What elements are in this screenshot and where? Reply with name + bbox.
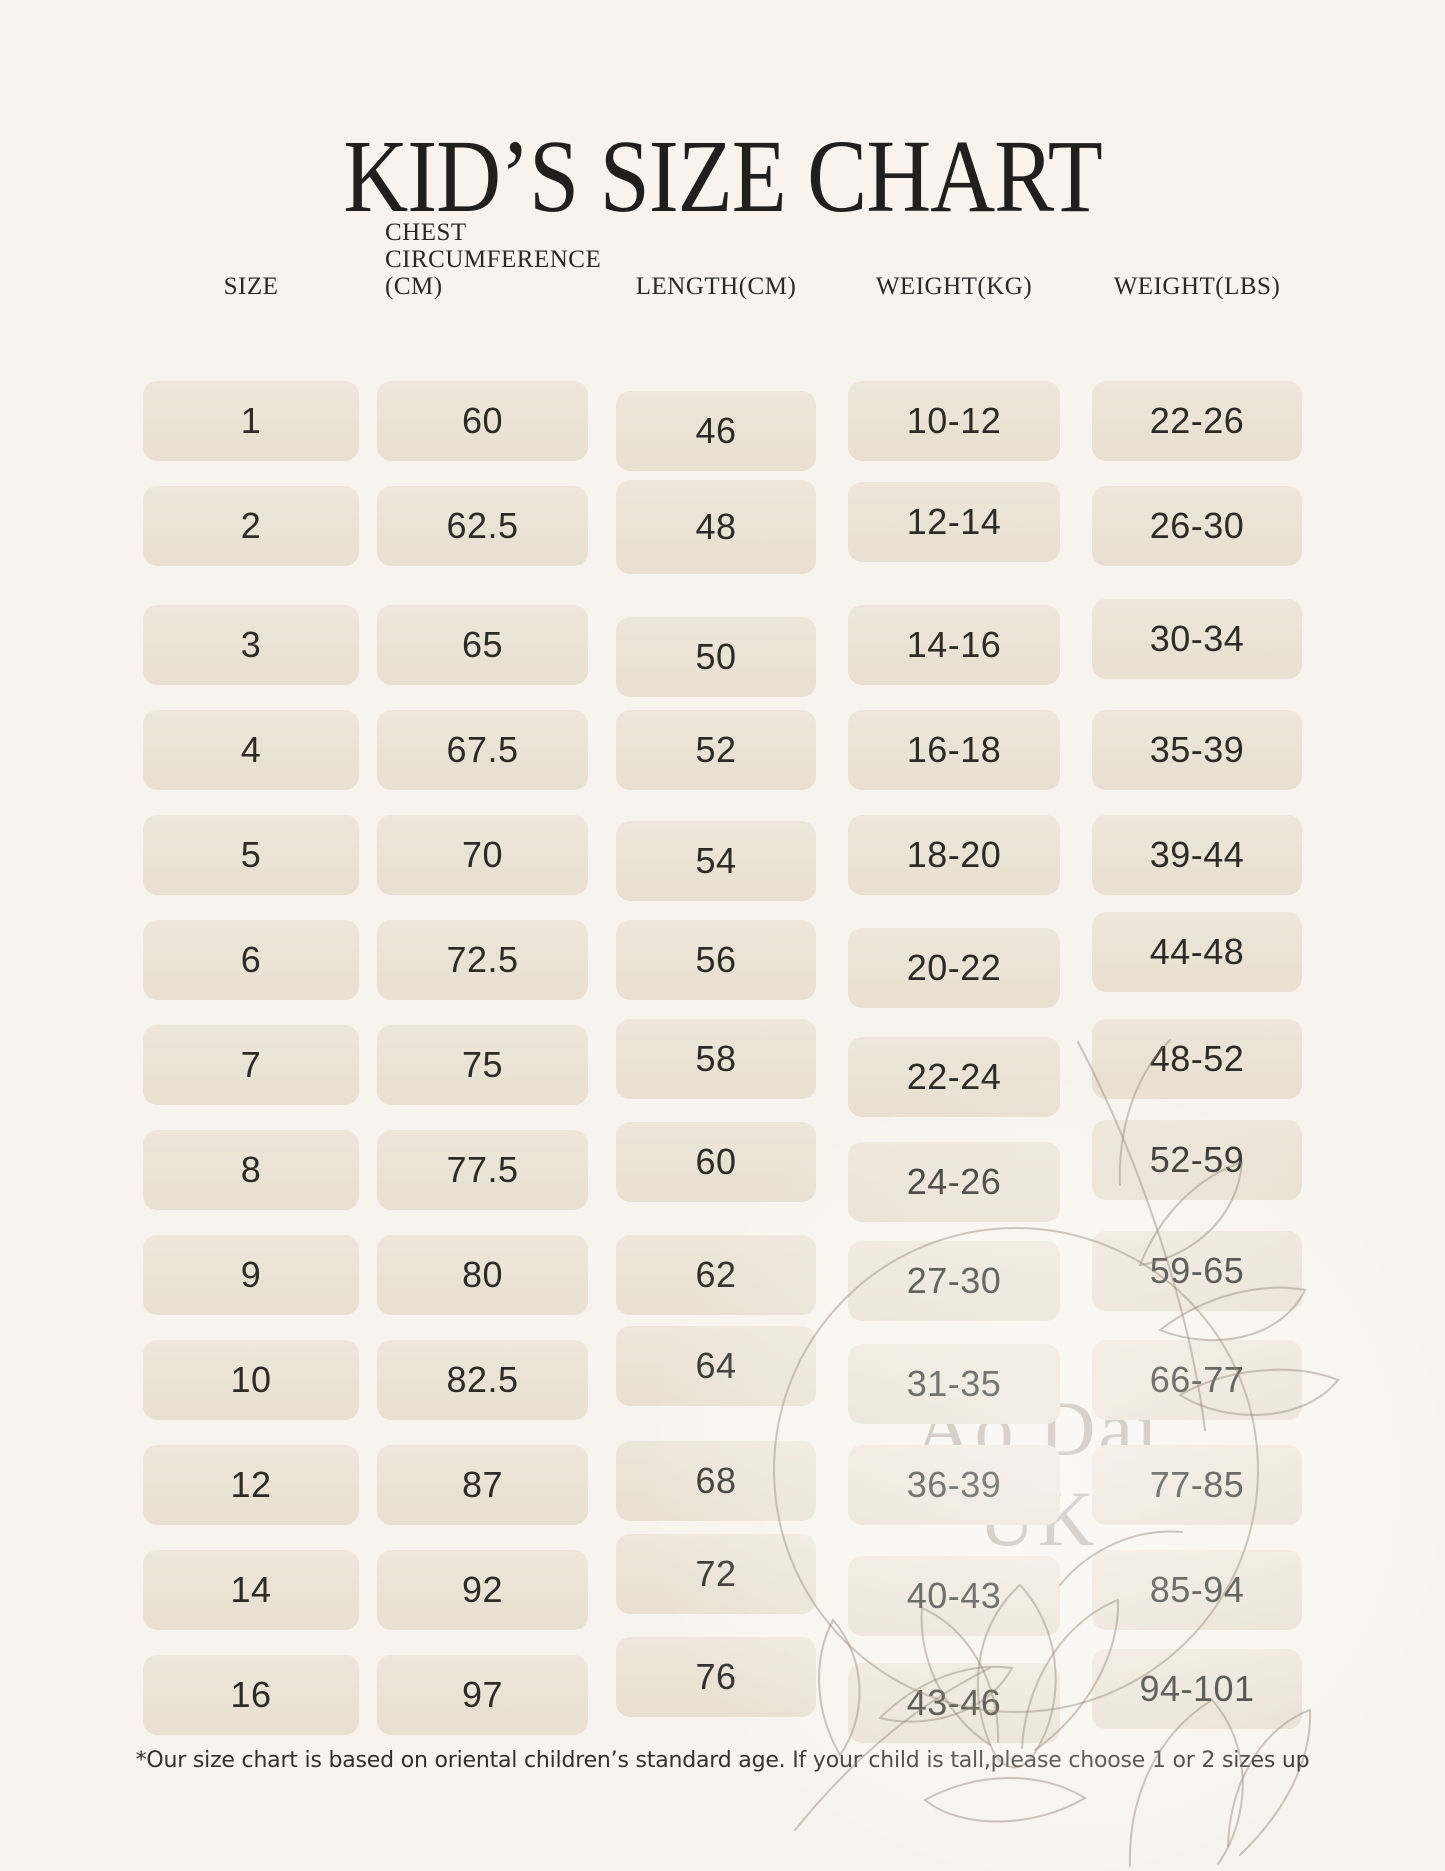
cell-size: 8 bbox=[143, 1130, 359, 1210]
cell-chest: 70 bbox=[377, 815, 588, 895]
cell-length: 62 bbox=[616, 1235, 816, 1315]
cell-weight-lbs: 48-52 bbox=[1092, 1019, 1302, 1099]
page-title: KID’S SIZE CHART bbox=[343, 120, 1103, 235]
cell-size: 4 bbox=[143, 710, 359, 790]
cell-length: 56 bbox=[616, 920, 816, 1000]
cell-length: 58 bbox=[616, 1019, 816, 1099]
cell-length: 50 bbox=[616, 617, 816, 697]
table-row: 9 80 62 27-30 59-65 bbox=[143, 1231, 1302, 1321]
cell-chest: 82.5 bbox=[377, 1340, 588, 1420]
cell-weight-lbs: 26-30 bbox=[1092, 486, 1302, 566]
cell-length: 48 bbox=[616, 480, 816, 574]
cell-weight-kg: 24-26 bbox=[848, 1142, 1060, 1222]
cell-weight-lbs: 85-94 bbox=[1092, 1550, 1302, 1630]
cell-chest: 87 bbox=[377, 1445, 588, 1525]
table-row: 5 70 54 18-20 39-44 bbox=[143, 815, 1302, 901]
cell-weight-lbs: 77-85 bbox=[1092, 1445, 1302, 1525]
table-row: 10 82.5 64 31-35 66-77 bbox=[143, 1326, 1302, 1424]
cell-weight-kg: 16-18 bbox=[848, 710, 1060, 790]
cell-size: 16 bbox=[143, 1655, 359, 1735]
cell-size: 9 bbox=[143, 1235, 359, 1315]
table-row: 2 62.5 48 12-14 26-30 bbox=[143, 480, 1302, 580]
cell-weight-lbs: 59-65 bbox=[1092, 1231, 1302, 1311]
cell-size: 10 bbox=[143, 1340, 359, 1420]
cell-weight-lbs: 44-48 bbox=[1092, 912, 1302, 992]
cell-size: 3 bbox=[143, 605, 359, 685]
table-row: 1 60 46 10-12 22-26 bbox=[143, 381, 1302, 471]
cell-size: 2 bbox=[143, 486, 359, 566]
cell-chest: 92 bbox=[377, 1550, 588, 1630]
cell-chest: 77.5 bbox=[377, 1130, 588, 1210]
cell-weight-kg: 12-14 bbox=[848, 482, 1060, 562]
cell-weight-kg: 14-16 bbox=[848, 605, 1060, 685]
cell-weight-kg: 20-22 bbox=[848, 928, 1060, 1008]
cell-chest: 75 bbox=[377, 1025, 588, 1105]
cell-length: 64 bbox=[616, 1326, 816, 1406]
cell-size: 7 bbox=[143, 1025, 359, 1105]
cell-chest: 97 bbox=[377, 1655, 588, 1735]
cell-size: 5 bbox=[143, 815, 359, 895]
cell-weight-lbs: 30-34 bbox=[1092, 599, 1302, 679]
footnote: *Our size chart is based on oriental chi… bbox=[135, 1748, 1310, 1773]
cell-length: 52 bbox=[616, 710, 816, 790]
cell-weight-kg: 27-30 bbox=[848, 1241, 1060, 1321]
cell-chest: 62.5 bbox=[377, 486, 588, 566]
cell-length: 76 bbox=[616, 1637, 816, 1717]
table-row: 16 97 76 43-46 94-101 bbox=[143, 1637, 1302, 1743]
cell-weight-kg: 36-39 bbox=[848, 1445, 1060, 1525]
header-size: SIZE bbox=[223, 273, 279, 300]
header-weight-lbs: WEIGHT(LBS) bbox=[1113, 273, 1281, 300]
table-row: 6 72.5 56 20-22 44-48 bbox=[143, 912, 1302, 1008]
table-row: 7 75 58 22-24 48-52 bbox=[143, 1019, 1302, 1117]
cell-weight-kg: 31-35 bbox=[848, 1344, 1060, 1424]
size-table: SIZE CHEST CIRCUMFERENCE (CM) LENGTH(CM)… bbox=[143, 219, 1302, 1760]
cell-length: 60 bbox=[616, 1122, 816, 1202]
cell-size: 12 bbox=[143, 1445, 359, 1525]
cell-chest: 60 bbox=[377, 381, 588, 461]
cell-length: 46 bbox=[616, 391, 816, 471]
cell-length: 54 bbox=[616, 821, 816, 901]
table-row: 8 77.5 60 24-26 52-59 bbox=[143, 1120, 1302, 1222]
cell-weight-kg: 22-24 bbox=[848, 1037, 1060, 1117]
header-weight-kg: WEIGHT(KG) bbox=[875, 273, 1033, 300]
cell-weight-lbs: 22-26 bbox=[1092, 381, 1302, 461]
cell-chest: 67.5 bbox=[377, 710, 588, 790]
table-row: 14 92 72 40-43 85-94 bbox=[143, 1534, 1302, 1636]
cell-size: 6 bbox=[143, 920, 359, 1000]
cell-weight-kg: 18-20 bbox=[848, 815, 1060, 895]
cell-length: 68 bbox=[616, 1441, 816, 1521]
cell-size: 14 bbox=[143, 1550, 359, 1630]
table-row: 3 65 50 14-16 30-34 bbox=[143, 599, 1302, 697]
cell-weight-lbs: 94-101 bbox=[1092, 1649, 1302, 1729]
cell-weight-kg: 43-46 bbox=[848, 1663, 1060, 1743]
cell-weight-kg: 10-12 bbox=[848, 381, 1060, 461]
cell-weight-lbs: 35-39 bbox=[1092, 710, 1302, 790]
table-row: 4 67.5 52 16-18 35-39 bbox=[143, 710, 1302, 790]
table-body: 1 60 46 10-12 22-26 2 62.5 48 12-14 26-30 3 65 50 14-… bbox=[143, 381, 1302, 1743]
header-chest-circumference: CHEST CIRCUMFERENCE (CM) bbox=[385, 219, 602, 300]
cell-size: 1 bbox=[143, 381, 359, 461]
cell-weight-lbs: 39-44 bbox=[1092, 815, 1302, 895]
header-length: LENGTH(CM) bbox=[635, 273, 797, 300]
cell-chest: 72.5 bbox=[377, 920, 588, 1000]
table-row: 12 87 68 36-39 77-85 bbox=[143, 1441, 1302, 1525]
cell-weight-lbs: 52-59 bbox=[1092, 1120, 1302, 1200]
table-header-row: SIZE CHEST CIRCUMFERENCE (CM) LENGTH(CM)… bbox=[143, 219, 1302, 300]
cell-chest: 65 bbox=[377, 605, 588, 685]
cell-chest: 80 bbox=[377, 1235, 588, 1315]
cell-weight-lbs: 66-77 bbox=[1092, 1340, 1302, 1420]
cell-length: 72 bbox=[616, 1534, 816, 1614]
cell-weight-kg: 40-43 bbox=[848, 1556, 1060, 1636]
